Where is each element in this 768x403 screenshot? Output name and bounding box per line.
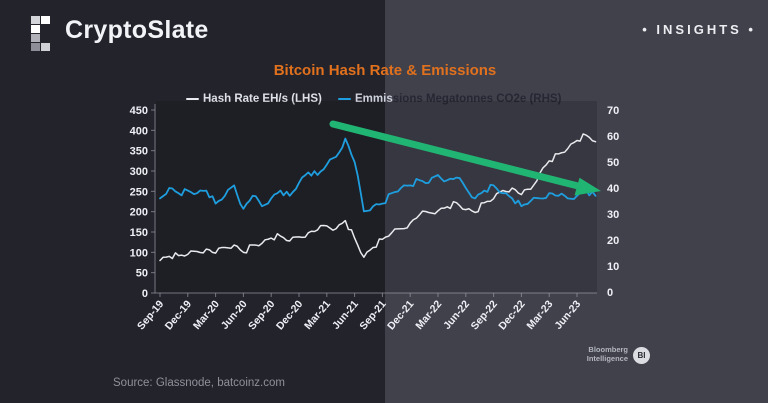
x-axis-tick: Sep-22 <box>469 298 500 332</box>
legend-item-emissions: Emmissions Megatonnes CO2e (RHS) <box>338 93 561 105</box>
plot-panel <box>156 101 597 293</box>
legend-label-emissions: Emmissions Megatonnes CO2e (RHS) <box>355 93 562 105</box>
x-axis-tick: Dec-19 <box>163 298 194 332</box>
right-axis-tick: 30 <box>607 209 619 221</box>
emissions-swatch <box>338 97 351 101</box>
right-axis-tick: 40 <box>607 183 619 195</box>
x-axis-tick: Mar-20 <box>191 298 222 332</box>
trend-arrow-shaft <box>329 120 582 190</box>
bloomberg-intelligence-logo: Bloomberg Intelligence BI <box>560 345 652 367</box>
right-axis-tick: 70 <box>607 105 619 117</box>
left-axis-tick: 350 <box>130 146 148 158</box>
legend-item-hash-rate: Hash Rate EH/s (LHS) <box>186 93 322 105</box>
hash-rate-line <box>159 133 597 262</box>
source-credit: Source: Glassnode, batcoinz.com <box>113 377 285 389</box>
x-axis-tick: Jun-21 <box>330 298 361 332</box>
x-axis-tick: Sep-21 <box>357 298 388 332</box>
x-axis-tick: Mar-21 <box>302 298 333 332</box>
hash-rate-swatch <box>186 97 199 101</box>
right-axis-tick: 10 <box>607 261 619 273</box>
left-axis-tick: 150 <box>130 227 148 239</box>
left-axis-tick: 250 <box>130 186 148 198</box>
right-axis-tick: 50 <box>607 157 619 169</box>
x-axis-tick: Sep-20 <box>246 298 277 332</box>
legend-label-hash-rate: Hash Rate EH/s (LHS) <box>203 93 322 105</box>
x-axis-tick: Dec-22 <box>496 298 527 332</box>
x-axis-tick: Mar-23 <box>525 298 556 332</box>
x-axis-tick: Jun-23 <box>552 298 583 332</box>
left-axis-tick: 50 <box>136 268 148 280</box>
background-split-panel <box>385 0 768 403</box>
left-axis-tick: 400 <box>130 125 148 137</box>
chart-legend: Hash Rate EH/s (LHS) Emmissions Megatonn… <box>0 93 768 109</box>
bi-badge-icon: BI <box>633 347 650 364</box>
right-axis-tick: 60 <box>607 131 619 143</box>
insights-label: • INSIGHTS • <box>642 22 756 37</box>
emissions-line <box>159 137 597 213</box>
x-axis-tick: Dec-21 <box>385 298 416 332</box>
x-axis-tick: Jun-20 <box>219 298 250 332</box>
left-axis-tick: 450 <box>130 105 148 117</box>
x-axis-tick: Mar-22 <box>413 298 444 332</box>
left-axis-tick: 200 <box>130 207 148 219</box>
x-axis-tick: Jun-22 <box>441 298 472 332</box>
brand-name: CryptoSlate <box>65 16 209 44</box>
bloomberg-text: Bloomberg Intelligence <box>586 345 628 363</box>
x-axis-tick: Dec-20 <box>274 298 305 332</box>
cryptoslate-logo-icon <box>31 16 50 51</box>
left-axis-tick: 300 <box>130 166 148 178</box>
left-axis-tick: 100 <box>130 247 148 259</box>
left-axis-tick: 0 <box>142 288 148 300</box>
x-axis-tick: Sep-19 <box>135 298 166 332</box>
trend-arrow-head <box>574 177 601 196</box>
chart-title: Bitcoin Hash Rate & Emissions <box>273 62 497 79</box>
right-axis-tick: 20 <box>607 235 619 247</box>
right-axis-tick: 0 <box>607 287 613 299</box>
